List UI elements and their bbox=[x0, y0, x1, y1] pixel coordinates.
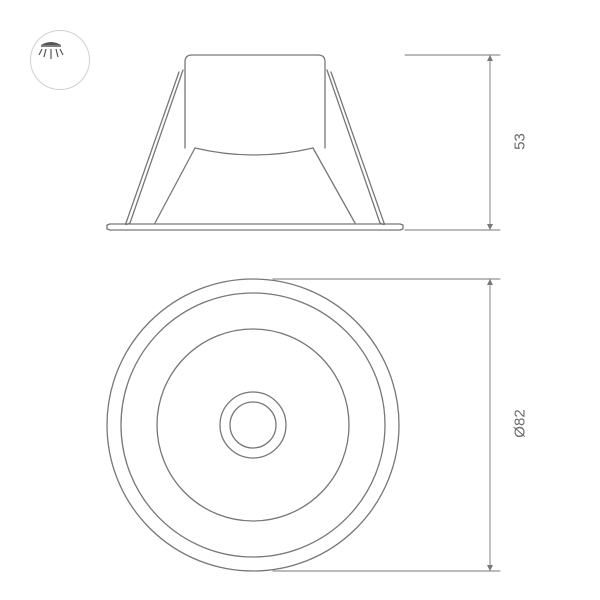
drawing-canvas: 53 Ø82 bbox=[0, 0, 600, 600]
technical-drawing bbox=[0, 0, 600, 600]
drawing-strokes bbox=[107, 55, 500, 571]
dimension-label-height: 53 bbox=[512, 127, 529, 157]
dimension-label-diameter: Ø82 bbox=[512, 402, 529, 446]
